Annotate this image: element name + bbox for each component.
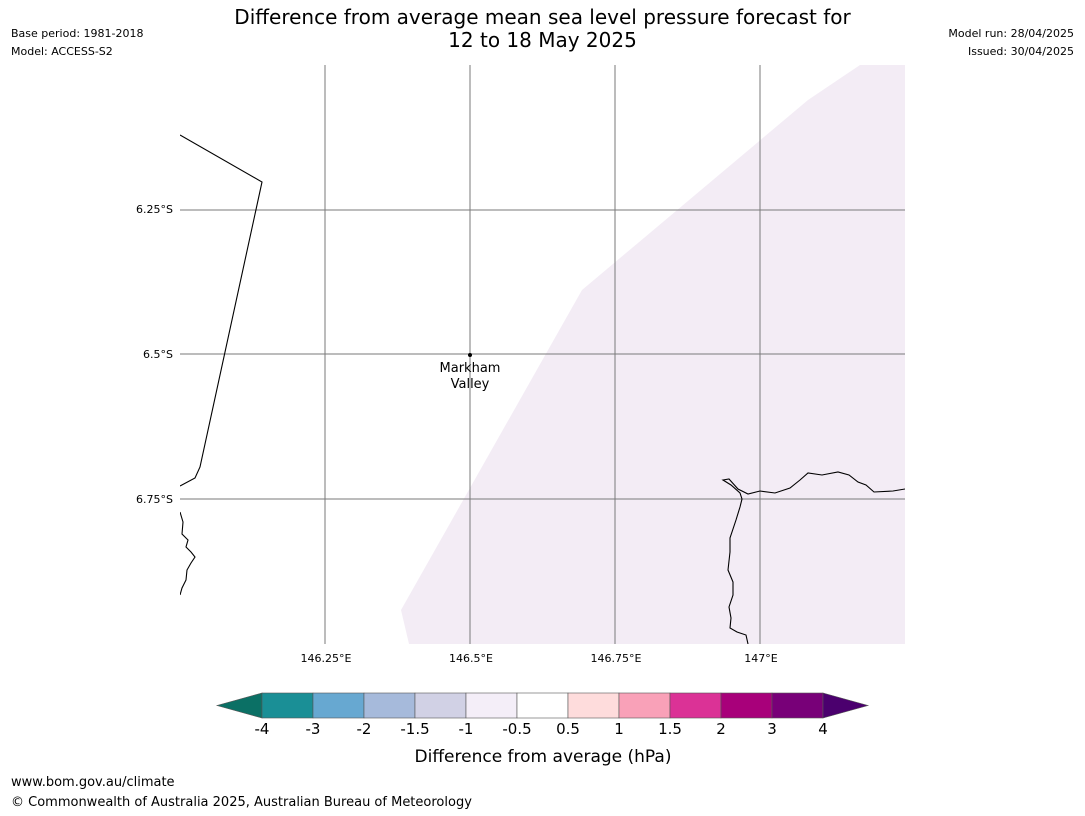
colorbar-tick-label: 1 [614, 720, 624, 738]
model-name: Model: ACCESS-S2 [11, 45, 113, 58]
colorbar-tick-label: 2 [716, 720, 726, 738]
colorbar-box [669, 692, 722, 719]
colorbar-tick-label: 0.5 [556, 720, 580, 738]
west-river [180, 511, 196, 596]
colorbar-box [567, 692, 620, 719]
east-river-coast [721, 471, 905, 644]
map-area [180, 65, 905, 644]
colorbar-tick-label: -4 [255, 720, 270, 738]
colorbar-low-extend [215, 692, 263, 719]
district-boundary [180, 134, 263, 487]
colorbar-tick-label: 3 [767, 720, 777, 738]
colorbar-label: Difference from average (hPa) [415, 747, 672, 767]
lat-label: 6.75°S [136, 493, 173, 506]
colorbar: -4 -3 -2 -1.5 -1 -0.5 0.5 1 1.5 2 3 4 Difference fr… [215, 692, 870, 767]
colorbar-box [516, 692, 569, 719]
colorbar-box [771, 692, 824, 719]
place-label-line-1: Markham [440, 361, 501, 376]
location-marker [468, 353, 472, 357]
issued-date: Issued: 30/04/2025 [967, 45, 1074, 58]
boundaries [180, 134, 905, 644]
colorbar-tick-label: -0.5 [502, 720, 531, 738]
lon-label: 146.25°E [301, 652, 352, 665]
colorbar-high-extend [822, 692, 870, 719]
model-run: Model run: 28/04/2025 [948, 27, 1074, 40]
lon-label: 146.5°E [449, 652, 493, 665]
base-period: Base period: 1981-2018 [11, 27, 144, 40]
title-line-1: Difference from average mean sea level p… [234, 5, 851, 29]
colorbar-box [261, 692, 314, 719]
lon-label: 147°E [744, 652, 777, 665]
map-title: Difference from average mean sea level p… [0, 6, 1085, 52]
footer-url: www.bom.gov.au/climate [11, 775, 175, 790]
footer-copyright: © Commonwealth of Australia 2025, Austra… [11, 795, 472, 810]
colorbar-tick-label: -2 [357, 720, 372, 738]
colorbar-box [414, 692, 467, 719]
lat-labels: 6.25°S 6.5°S 6.75°S [136, 203, 173, 506]
colorbar-box [720, 692, 773, 719]
colorbar-box [312, 692, 365, 719]
header-meta-right: Model run: 28/04/2025 Issued: 30/04/2025 [948, 25, 1074, 61]
colorbar-ticks: -4 -3 -2 -1.5 -1 -0.5 0.5 1 1.5 2 3 4 [255, 720, 828, 738]
colorbar-tick-label: -1.5 [400, 720, 429, 738]
colorbar-tick-label: 4 [818, 720, 828, 738]
lon-label: 146.75°E [591, 652, 642, 665]
lat-label: 6.5°S [143, 348, 173, 361]
place-label-line-2: Valley [451, 377, 490, 392]
colorbar-box [465, 692, 518, 719]
title-line-2: 12 to 18 May 2025 [448, 28, 637, 52]
header-meta-left: Base period: 1981-2018 Model: ACCESS-S2 [11, 25, 143, 61]
colorbar-box [618, 692, 671, 719]
colorbar-tick-label: -1 [459, 720, 474, 738]
lon-labels: 146.25°E 146.5°E 146.75°E 147°E [301, 652, 778, 665]
colorbar-tick-label: -3 [306, 720, 321, 738]
colorbar-boxes [261, 692, 824, 719]
lat-label: 6.25°S [136, 203, 173, 216]
colorbar-box [363, 692, 416, 719]
colorbar-tick-label: 1.5 [658, 720, 682, 738]
